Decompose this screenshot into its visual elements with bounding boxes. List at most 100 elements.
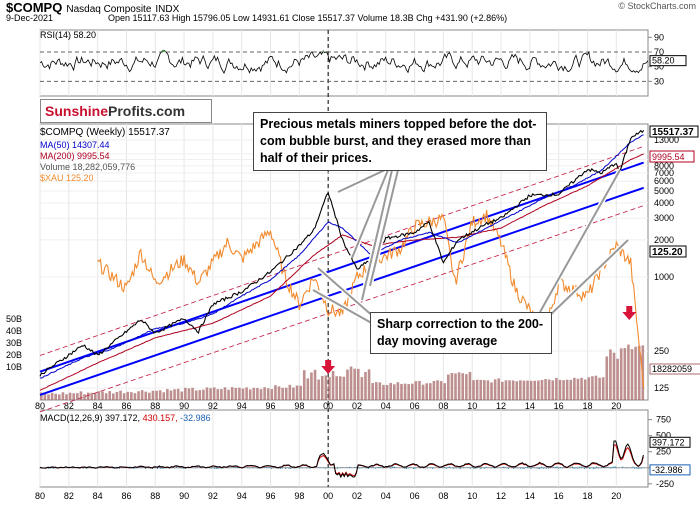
legend-volume: Volume 18,282,059,776 [40,162,136,172]
volume-bar [410,383,414,400]
price-tick-label: 125 [654,383,669,393]
x-tick-label-bottom: 00 [323,491,333,501]
x-tick-label-top: 84 [93,401,103,411]
volume-bar [338,376,342,400]
volume-bar [641,345,645,400]
volume-bar [328,377,331,400]
volume-bar [94,393,97,400]
volume-bar [637,345,641,400]
volume-bar [342,376,346,400]
red-arrow-2000-head [321,366,336,374]
price-tick-label: 3000 [654,213,674,223]
macd-tick-label: 750 [656,415,671,425]
volume-bar [587,377,591,400]
volume-bar [241,388,245,400]
macd-signal-line [39,444,644,477]
volume-axis-label: 30B [6,338,22,348]
volume-bar [234,387,238,400]
volume-bar [130,392,133,400]
volume-bar [148,392,151,400]
legend-xau: $XAU 125.20 [40,173,94,183]
volume-bar [58,394,61,400]
macd-hist-last-value: -32.986 [652,465,683,475]
volume-bar [360,377,364,400]
volume-bar [162,392,166,400]
volume-bar [439,381,443,400]
volume-bar [475,379,479,400]
x-tick-label-top: 80 [35,401,45,411]
volume-bar [385,385,389,400]
volume-bar [558,379,562,400]
volume-bar [158,390,162,400]
x-tick-label-bottom: 96 [266,491,276,501]
volume-bar [461,373,465,400]
volume-bar [133,393,137,400]
volume-bar [511,380,515,400]
volume-bar [72,393,76,400]
volume-bar [565,379,569,400]
volume-bar [245,387,248,400]
x-tick-label-top: 20 [611,401,621,411]
volume-bar [112,393,115,400]
volume-bar [331,370,335,400]
price-tick-label: 2000 [654,235,674,245]
volume-bar [324,375,328,400]
volume-bar [630,349,634,400]
pointer-line [312,289,376,326]
volume-bar [180,391,184,400]
source-credit: © StockCharts.com [618,1,696,11]
dashed-channel-lower [39,205,644,413]
volume-bar [616,358,619,400]
macd-tick-label: 500 [656,431,671,441]
volume-bar [569,379,573,400]
volume-bar [292,387,295,400]
x-tick-label-top: 08 [438,401,448,411]
volume-bar [299,385,302,400]
volume-bar [50,392,54,400]
volume-axis-label: 40B [6,326,22,336]
volume-bar [184,387,187,400]
pointer-line [544,239,629,321]
volume-bar [54,393,58,400]
volume-bar [627,344,630,400]
volume-bar [450,372,454,400]
x-tick-label-bottom: 10 [467,491,477,501]
volume-bar [166,389,169,400]
volume-bar [198,390,202,400]
volume-bar [418,380,421,400]
volume-bar [533,380,537,400]
volume-bar [306,378,310,400]
x-tick-label-bottom: 18 [582,491,592,501]
price-last-value: 15517.37 [652,127,694,138]
x-tick-label-bottom: 88 [150,491,160,501]
volume-bar [573,377,576,400]
volume-bar [349,366,353,400]
volume-bar [396,382,400,400]
volume-bar [432,381,436,400]
pointer-line [351,169,389,259]
rsi-tick-label: 50 [654,62,664,72]
volume-axis-label: 20B [6,350,22,360]
volume-bar [547,379,551,400]
volume-bar [281,387,284,400]
volume-bar [601,377,605,400]
price-tick-label: 4000 [654,198,674,208]
x-tick-label-bottom: 82 [64,491,74,501]
volume-bar [454,373,457,400]
pointer-line [337,169,386,193]
x-tick-label-top: 96 [266,401,276,411]
x-tick-label-top: 86 [121,401,131,411]
rsi-last-box [649,55,687,67]
price-tick-label: 7000 [654,168,674,178]
volume-bar [115,391,119,400]
volume-bar [277,386,281,400]
rsi-last-value: 58.20 [652,56,675,66]
volume-bar [266,388,270,400]
legend-main: $COMPQ (Weekly) 15517.37 [40,127,170,138]
volume-bar [274,385,277,400]
volume-bar [497,378,501,400]
volume-bar [429,383,432,400]
x-tick-label-top: 12 [496,401,506,411]
volume-bar [137,391,140,400]
